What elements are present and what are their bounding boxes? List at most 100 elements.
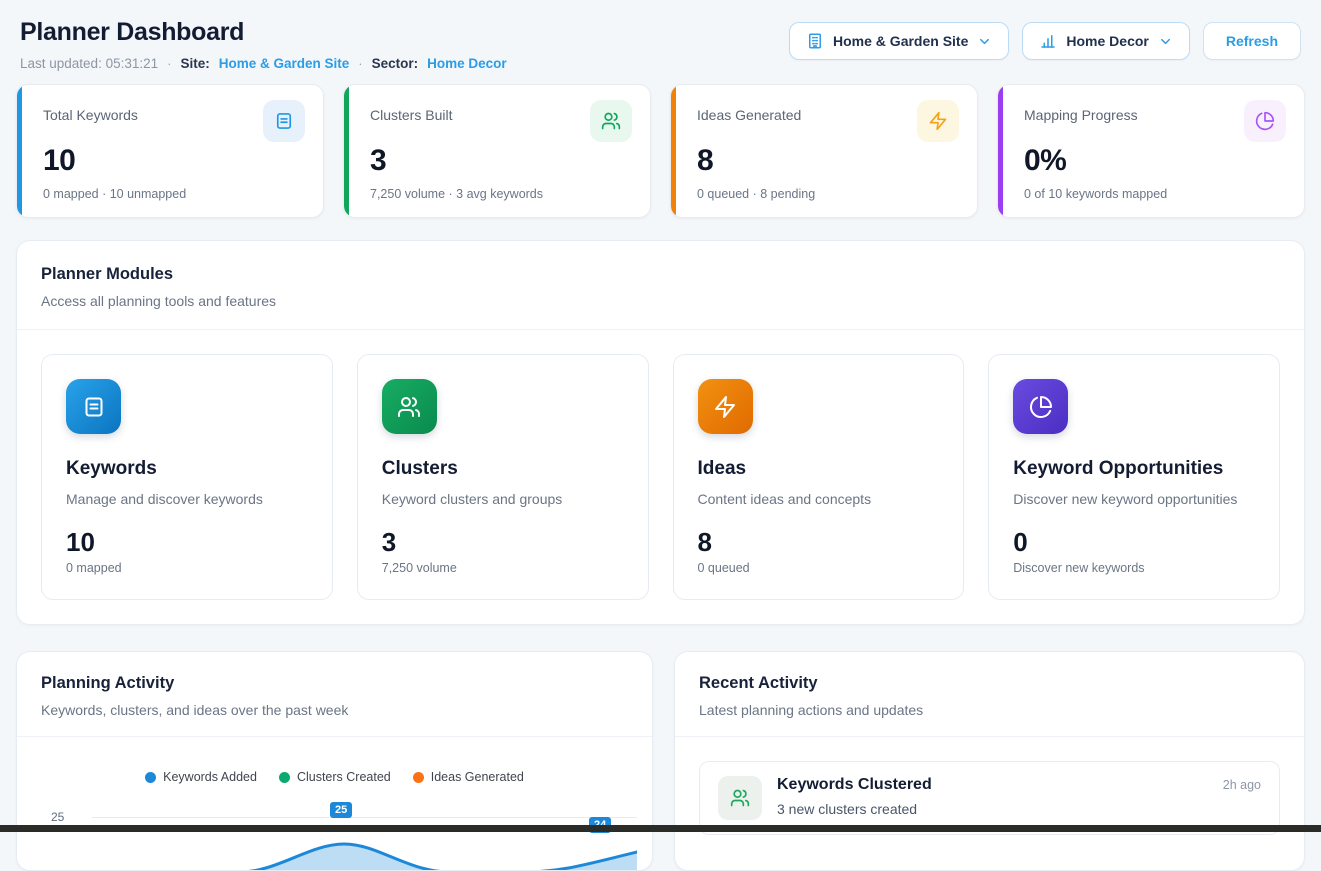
legend-label: Clusters Created bbox=[296, 770, 391, 784]
pie-chart-icon bbox=[1029, 395, 1053, 419]
stat-accent-bar bbox=[344, 85, 349, 217]
recent-activity-title: Recent Activity bbox=[699, 674, 818, 692]
building-icon bbox=[806, 32, 824, 50]
activity-title: Keywords Clustered bbox=[777, 776, 932, 793]
meta-separator: · bbox=[358, 56, 363, 71]
bottom-dark-strip bbox=[0, 825, 1321, 832]
document-icon bbox=[82, 395, 106, 419]
module-card-keyword-opportunities[interactable]: Keyword Opportunities Discover new keywo… bbox=[988, 354, 1280, 600]
stat-value: 8 bbox=[697, 144, 714, 177]
page-header: Planner Dashboard Last updated: 05:31:21… bbox=[16, 18, 1305, 71]
header-left: Planner Dashboard Last updated: 05:31:21… bbox=[20, 18, 507, 71]
legend-dot bbox=[412, 771, 424, 783]
planning-activity-subtitle: Keywords, clusters, and ideas over the p… bbox=[41, 702, 349, 718]
chevron-down-icon bbox=[977, 34, 992, 49]
section-divider bbox=[675, 736, 1304, 737]
module-description: Manage and discover keywords bbox=[66, 491, 263, 507]
module-caption: 0 mapped bbox=[66, 561, 122, 575]
stat-caption: 0 of 10 keywords mapped bbox=[1024, 187, 1168, 201]
module-title: Keywords bbox=[66, 458, 157, 479]
module-card-clusters[interactable]: Clusters Keyword clusters and groups 3 7… bbox=[356, 354, 649, 600]
legend-dot bbox=[278, 771, 290, 783]
header-actions: Home & Garden Site Home Decor Refresh bbox=[789, 22, 1301, 60]
pie-chart-icon bbox=[1255, 111, 1275, 131]
module-value: 8 bbox=[697, 527, 712, 557]
sector-selector-dropdown[interactable]: Home Decor bbox=[1022, 22, 1190, 60]
module-title: Ideas bbox=[697, 458, 747, 479]
module-caption: 7,250 volume bbox=[381, 561, 457, 575]
recent-activity-panel: Recent Activity Latest planning actions … bbox=[674, 651, 1305, 871]
site-selector-dropdown[interactable]: Home & Garden Site bbox=[789, 22, 1010, 60]
stat-card-mapping-progress: Mapping Progress 0% 0 of 10 keywords map… bbox=[997, 84, 1305, 218]
activity-timestamp: 2h ago bbox=[1222, 778, 1261, 792]
legend-item-clusters-created[interactable]: Clusters Created bbox=[278, 770, 391, 784]
lightning-icon bbox=[928, 111, 948, 131]
section-divider bbox=[17, 736, 652, 737]
chart-legend: Keywords Added Clusters Created Ideas Ge… bbox=[17, 770, 652, 784]
last-updated-text: Last updated: 05:31:21 bbox=[20, 56, 159, 71]
users-icon bbox=[601, 111, 621, 131]
chart-gridline bbox=[92, 817, 637, 818]
legend-label: Keywords Added bbox=[163, 770, 257, 784]
y-axis-tick-25: 25 bbox=[51, 810, 65, 824]
stat-cards-row: Total Keywords 10 0 mapped · 10 unmapped… bbox=[16, 84, 1305, 218]
meta-separator: · bbox=[167, 56, 172, 71]
module-caption: Discover new keywords bbox=[1013, 561, 1145, 575]
stat-card-ideas-generated: Ideas Generated 8 0 queued · 8 pending bbox=[670, 84, 978, 218]
sector-selector-value: Home Decor bbox=[1066, 33, 1149, 49]
recent-activity-subtitle: Latest planning actions and updates bbox=[699, 702, 924, 718]
site-label: Site: bbox=[180, 56, 210, 71]
site-link[interactable]: Home & Garden Site bbox=[218, 56, 350, 71]
legend-item-ideas-generated[interactable]: Ideas Generated bbox=[412, 770, 524, 784]
page-title: Planner Dashboard bbox=[20, 18, 245, 46]
planning-activity-title: Planning Activity bbox=[41, 674, 175, 692]
chevron-down-icon bbox=[1158, 34, 1173, 49]
module-caption: 0 queued bbox=[697, 561, 750, 575]
module-card-ideas[interactable]: Ideas Content ideas and concepts 8 0 que… bbox=[672, 354, 965, 600]
modules-section-subtitle: Access all planning tools and features bbox=[41, 293, 277, 309]
module-title: Clusters bbox=[381, 458, 458, 479]
modules-section-title: Planner Modules bbox=[41, 265, 174, 283]
activity-description: 3 new clusters created bbox=[777, 801, 918, 817]
data-point-label-25: 25 bbox=[330, 802, 353, 818]
section-divider bbox=[17, 329, 1304, 330]
users-icon bbox=[730, 788, 750, 808]
modules-grid: Keywords Manage and discover keywords 10… bbox=[17, 330, 1304, 624]
stat-card-clusters-built: Clusters Built 3 7,250 volume · 3 avg ke… bbox=[343, 84, 651, 218]
module-value: 0 bbox=[1013, 527, 1028, 557]
stat-label: Mapping Progress bbox=[1024, 107, 1138, 123]
bar-chart-icon bbox=[1039, 32, 1057, 50]
legend-dot bbox=[145, 771, 157, 783]
module-value: 10 bbox=[66, 527, 95, 557]
stat-label: Clusters Built bbox=[370, 107, 453, 123]
module-title: Keyword Opportunities bbox=[1013, 458, 1224, 479]
stat-accent-bar bbox=[671, 85, 676, 217]
legend-item-keywords-added[interactable]: Keywords Added bbox=[145, 770, 257, 784]
module-description: Discover new keyword opportunities bbox=[1013, 491, 1238, 507]
activity-item-keywords-clustered: Keywords Clustered 2h ago 3 new clusters… bbox=[699, 761, 1280, 835]
planning-activity-panel: Planning Activity Keywords, clusters, an… bbox=[16, 651, 653, 871]
stat-caption: 7,250 volume · 3 avg keywords bbox=[370, 187, 544, 201]
stat-accent-bar bbox=[17, 85, 22, 217]
site-selector-value: Home & Garden Site bbox=[833, 33, 969, 49]
sector-label: Sector: bbox=[371, 56, 419, 71]
stat-label: Total Keywords bbox=[43, 107, 138, 123]
document-icon bbox=[274, 111, 294, 131]
stat-value: 10 bbox=[43, 144, 76, 177]
module-description: Keyword clusters and groups bbox=[381, 491, 563, 507]
bottom-panels-row: Planning Activity Keywords, clusters, an… bbox=[16, 651, 1305, 871]
refresh-button[interactable]: Refresh bbox=[1202, 22, 1301, 60]
planner-modules-section: Planner Modules Access all planning tool… bbox=[16, 240, 1305, 625]
stat-label: Ideas Generated bbox=[697, 107, 802, 123]
module-description: Content ideas and concepts bbox=[697, 491, 872, 507]
stat-caption: 0 queued · 8 pending bbox=[697, 187, 816, 201]
module-card-keywords[interactable]: Keywords Manage and discover keywords 10… bbox=[41, 354, 333, 600]
sector-link[interactable]: Home Decor bbox=[427, 56, 507, 71]
area-chart bbox=[247, 842, 637, 870]
module-value: 3 bbox=[381, 527, 397, 557]
stat-value: 0% bbox=[1024, 144, 1067, 177]
lightning-icon bbox=[713, 395, 737, 419]
stat-value: 3 bbox=[370, 144, 387, 177]
stat-accent-bar bbox=[998, 85, 1003, 217]
